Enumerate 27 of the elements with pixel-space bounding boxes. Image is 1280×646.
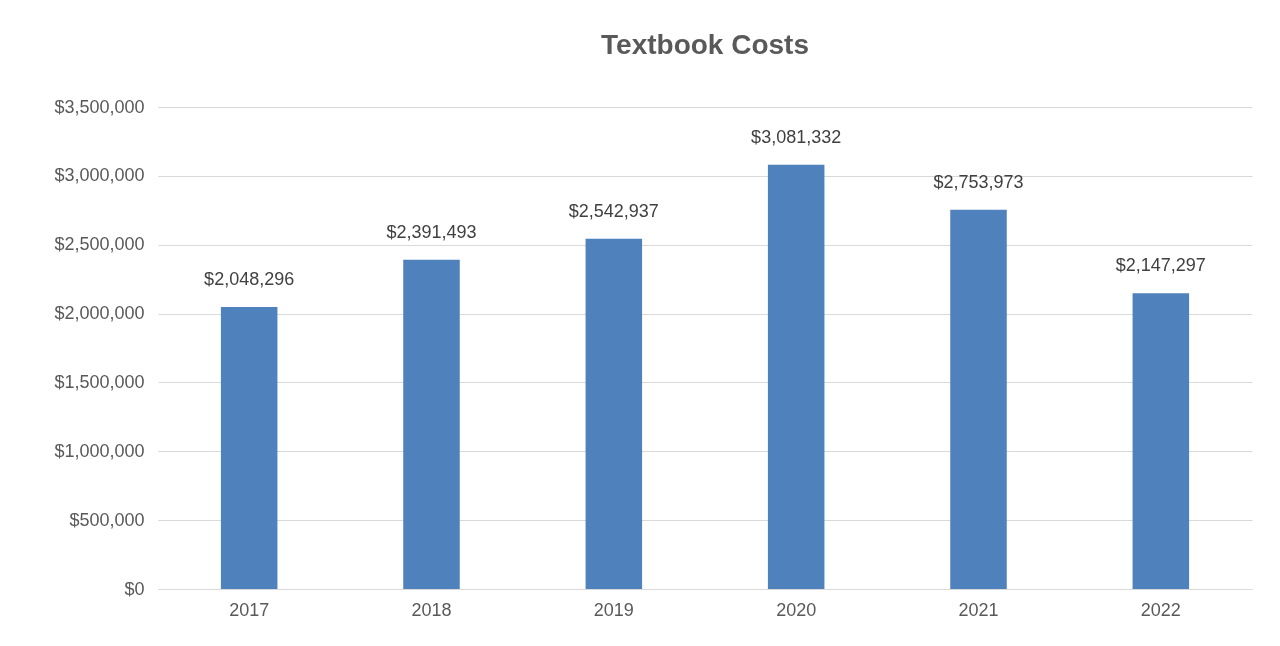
data-label: $2,542,937 [568,200,659,221]
y-tick-label: $1,500,000 [54,371,145,392]
chart-title: Textbook Costs [601,29,809,60]
data-label: $2,048,296 [204,268,295,289]
bar [220,306,278,589]
x-tick-label: 2021 [958,599,999,620]
bar [950,209,1007,589]
x-tick-label: 2017 [229,599,270,620]
x-tick-label: 2020 [776,599,817,620]
x-tick-label: 2018 [411,599,452,620]
y-tick-label: $500,000 [69,509,145,530]
y-tick-label: $2,000,000 [54,303,145,324]
y-tick-label: $0 [124,578,145,599]
bar [767,164,825,589]
data-label: $2,391,493 [386,221,477,242]
bar [1132,293,1190,589]
bar [403,259,460,589]
x-tick-label: 2022 [1140,599,1181,620]
data-label: $2,753,973 [933,171,1024,192]
y-tick-label: $3,500,000 [54,96,145,117]
y-tick-label: $3,000,000 [54,165,145,186]
data-label: $2,147,297 [1115,255,1206,276]
y-tick-label: $1,000,000 [54,440,145,461]
x-tick-label: 2019 [593,599,634,620]
bar [585,238,643,589]
y-tick-label: $2,500,000 [54,234,145,255]
data-label: $3,081,332 [751,126,842,147]
